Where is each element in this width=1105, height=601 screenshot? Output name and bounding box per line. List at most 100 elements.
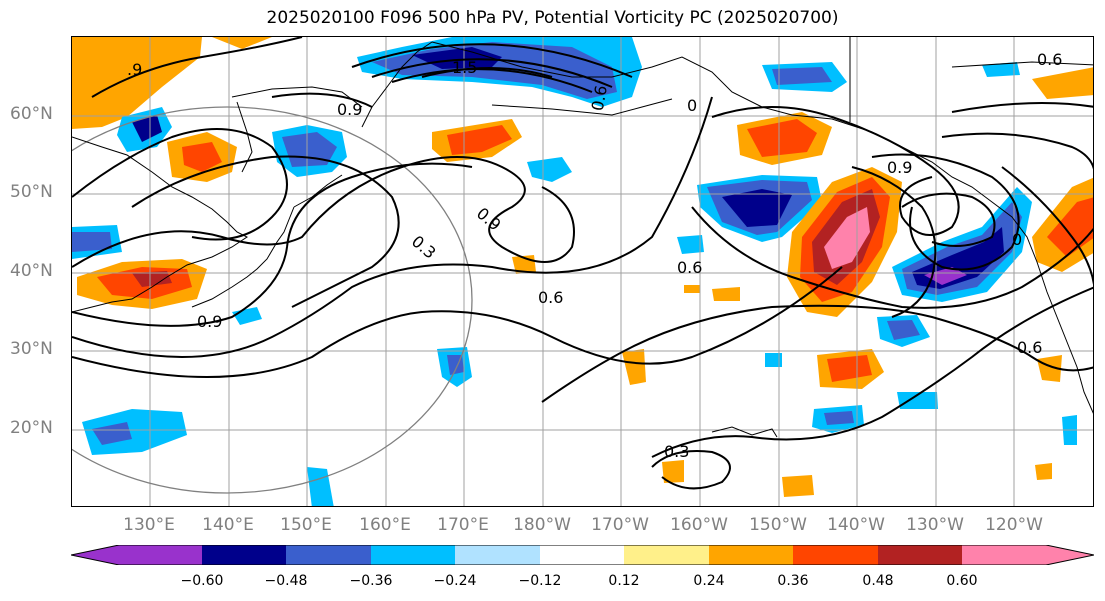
coast-aleutians [491,98,673,116]
contour-o [951,102,1093,113]
shade-small-blue-2 [677,235,704,254]
shade-sib-navy [132,115,162,142]
shade-sakhalin-red [182,142,222,172]
coast-kamchatka [361,41,433,128]
contour-g [541,304,1093,403]
contour-q [91,37,303,98]
shade-kamchatka-navy [412,47,502,69]
shade-ne-small-blue [982,62,1020,77]
lat-label-40n: 40°N [10,261,53,281]
contour-label: 0.3 [408,232,440,263]
contour-label: .9 [127,60,142,79]
contour-s [1001,166,1093,285]
coast-sakhalin [236,101,253,173]
contour-r [271,92,373,108]
shade-cp-lightblue [527,157,572,182]
contour-j [711,106,960,236]
colorbar-tick: −0.36 [349,573,393,589]
contour-kam-4 [421,67,553,78]
lon-label-130w: 130°W [906,515,964,535]
lon-label-170w: 170°W [591,515,649,535]
contour-m [901,192,996,247]
lon-label-180w: 180°W [513,515,571,535]
lon-label-170e: 170°E [437,515,489,535]
contour-label: 0.3 [664,442,689,461]
colorbar-tick: 0.12 [608,573,640,589]
contour-kam-1 [351,43,633,78]
colorbar-seg-3 [371,545,455,565]
graticule [72,37,1093,506]
contour-n [941,132,1093,170]
contour-label: 0.6 [1037,50,1062,69]
shade-sw-blue [92,422,132,445]
colorbar-tick: −0.24 [433,573,477,589]
shade-ak-blue [772,67,832,85]
contour-label: 0.9 [337,100,362,119]
colorbar-seg-1 [202,545,286,565]
chart-title: 2025020100 F096 500 hPa PV, Potential Vo… [266,8,839,28]
colorbar-seg-6 [624,545,709,565]
shade-bc-purple [924,267,967,285]
shade-japan-darkred [132,271,172,287]
lon-label-140e: 140°E [202,515,254,535]
shade-cp-yellow [622,349,646,385]
colorbar-tick: −0.48 [264,573,308,589]
lat-label-50n: 50°N [10,182,53,202]
shade-mp-lightblue-3 [897,392,938,409]
contour-label: 0.9 [887,158,912,177]
shade-small-blue-3 [765,353,782,367]
colorbar-tick: −0.12 [518,573,562,589]
colorbar-seg-5 [540,545,624,565]
contour-a [72,156,575,268]
colorbar-tick: 0.24 [693,573,725,589]
lon-label-160w: 160°W [670,515,728,535]
shade-goa-pink [824,207,870,269]
shade-ak-red [747,119,817,157]
contour-h [651,286,1093,458]
lon-label-130e: 130°E [123,515,175,535]
lat-label-60n: 60°N [10,104,53,124]
lon-label-150w: 150°W [749,515,807,535]
colorbar-seg-9 [878,545,962,565]
coast-okhotsk [231,86,363,108]
lat-label-20n: 20°N [10,418,53,438]
shade-goa-navy [722,189,792,227]
lon-label-140w: 140°W [827,515,885,535]
contour-label: 0.6 [677,258,702,277]
contour-e [72,128,288,241]
shade-ne-orange [1032,67,1093,99]
shade-aleut-red [447,125,512,155]
shade-okhotsk-blue [282,132,337,167]
pv-contours [72,37,1093,490]
colorbar-seg-10 [962,545,1094,565]
lat-label-30n: 30°N [10,339,53,359]
colorbar-seg-8 [793,545,878,565]
shade-nw-orange [72,37,202,129]
lon-label-160e: 160°E [359,515,411,535]
contour-label: 0.9 [473,204,505,235]
contour-label: 0 [687,96,697,115]
range-circle [72,106,473,494]
contour-label: 0 [1012,230,1022,249]
shade-small-orange-5 [684,285,700,293]
coast-asia [72,136,248,313]
coast-canada-border [951,61,1093,68]
coast-kuriles [293,174,343,208]
contour-c [72,96,713,358]
contour-kam-3 [391,68,593,93]
colorbar-seg-4 [455,545,540,565]
shade-w-blue [72,232,112,252]
coast-hawaii [711,426,778,438]
colorbar-tick: 0.36 [777,573,809,589]
contour-label: 0.6 [1017,338,1042,357]
contour-b [72,162,473,327]
contour-f [131,155,400,308]
contour-i [691,206,1093,309]
shade-mp-orange-3 [662,460,684,483]
colorbar [71,545,1094,565]
contour-d [72,266,843,378]
contour-label: 0.6 [538,288,563,307]
colorbar-tick: −0.60 [180,573,224,589]
shade-mp-orange-2 [782,475,814,497]
shade-top-orange [212,37,272,49]
